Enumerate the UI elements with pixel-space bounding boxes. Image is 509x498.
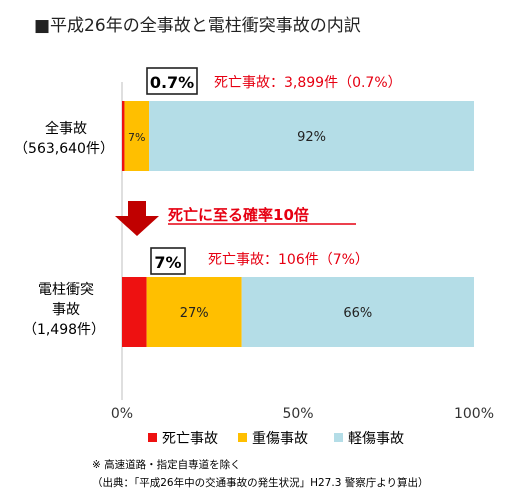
fatal-box-label: 0.7% xyxy=(150,73,194,92)
bar-segment xyxy=(149,101,474,171)
footnote: ※ 高速道路・指定自専道を除く xyxy=(92,458,241,471)
x-tick-label: 50% xyxy=(282,406,313,422)
bar-labels: 7% 92% 27% 66% xyxy=(128,130,372,321)
bar-label: 7% xyxy=(128,131,145,144)
legend-swatch xyxy=(238,433,247,442)
bar-label: 27% xyxy=(180,306,209,321)
x-tick-labels: 0% 50% 100% xyxy=(111,406,494,422)
fatal-box xyxy=(146,67,198,95)
source-note: （出典：「平成26年中の交通事故の発生状況」H27.3 警察庁より算出） xyxy=(92,476,429,489)
down-arrow-icon xyxy=(115,201,159,236)
fatal-note: 死亡事故：3,899件（0.7%） xyxy=(214,75,402,91)
bar-segment xyxy=(122,277,147,347)
category-label-line: 電柱衝突 xyxy=(38,282,94,298)
bars xyxy=(122,101,474,347)
bar-segment xyxy=(122,101,125,171)
category-label-line: （1,498件） xyxy=(23,322,105,338)
bar-segment xyxy=(241,277,474,347)
legend-swatch xyxy=(148,433,157,442)
legend-swatch xyxy=(334,433,343,442)
fatal-note: 死亡事故：106件（7%） xyxy=(208,252,369,268)
fatal-box xyxy=(150,247,186,275)
bar-label: 92% xyxy=(297,130,326,145)
bar-segment xyxy=(124,101,150,171)
arrow-text: 死亡に至る確率10倍 xyxy=(168,206,309,224)
legend-label: 軽傷事故 xyxy=(348,431,404,447)
bar-segment xyxy=(146,277,242,347)
x-tick-label: 0% xyxy=(111,406,133,422)
bar-label: 66% xyxy=(343,306,372,321)
category-labels: 全事故 （563,640件） 電柱衝突 事故 （1,498件） xyxy=(14,120,114,338)
category-label-line: 事故 xyxy=(52,302,80,318)
chart-title: ■平成26年の全事故と電柱衝突事故の内訳 xyxy=(34,16,361,36)
category-label-line: 全事故 xyxy=(45,120,87,137)
category-label-line: （563,640件） xyxy=(14,141,114,157)
x-tick-label: 100% xyxy=(454,406,494,422)
legend-label: 重傷事故 xyxy=(252,431,308,447)
fatal-box-label: 7% xyxy=(154,253,181,272)
legend-label: 死亡事故 xyxy=(162,431,218,447)
legend: 死亡事故 重傷事故 軽傷事故 xyxy=(148,431,404,447)
